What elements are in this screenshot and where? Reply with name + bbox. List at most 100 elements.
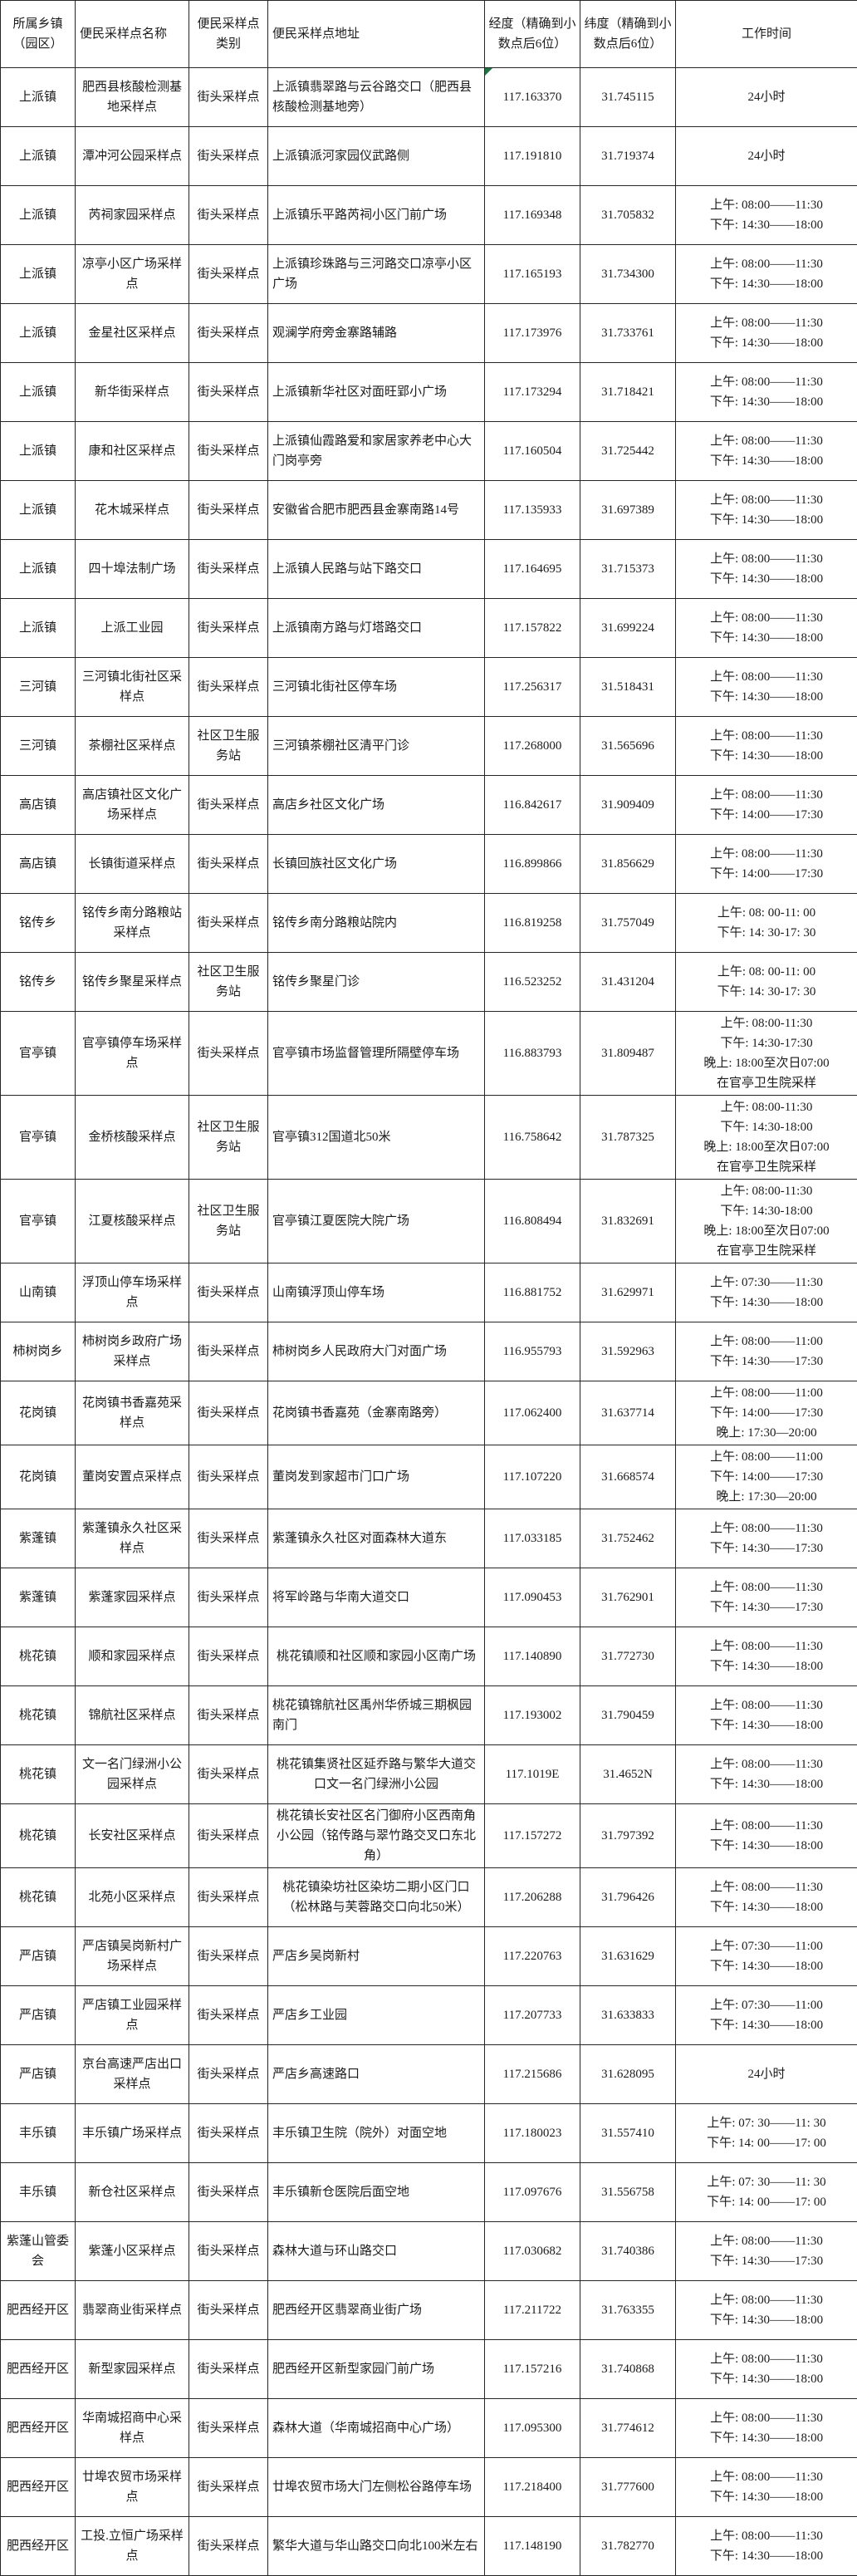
longitude-cell: 117.173976 bbox=[485, 304, 580, 363]
working-hours-line: 下午: 14:30——18:00 bbox=[678, 1715, 855, 1735]
working-hours-line: 24小时 bbox=[678, 87, 855, 107]
category-cell: 街头采样点 bbox=[189, 304, 268, 363]
address-cell: 上派镇仙霞路爱和家居家养老中心大门岗亭旁 bbox=[268, 422, 485, 481]
working-hours-line: 在官亭卫生院采样 bbox=[678, 1241, 855, 1261]
site-name-cell: 浮顶山停车场采样点 bbox=[76, 1263, 189, 1322]
town-cell: 肥西经开区 bbox=[1, 2517, 76, 2576]
working-hours-line: 上午: 08: 00-11: 00 bbox=[678, 903, 855, 923]
town-cell: 上派镇 bbox=[1, 304, 76, 363]
longitude-cell: 117.164695 bbox=[485, 540, 580, 599]
latitude-cell: 31.592963 bbox=[580, 1322, 676, 1381]
working-hours-line: 上午: 08:00——11:30 bbox=[678, 431, 855, 451]
latitude-cell: 31.699224 bbox=[580, 599, 676, 658]
category-cell: 街头采样点 bbox=[189, 835, 268, 894]
working-hours-line: 上午: 08:00——11:30 bbox=[678, 844, 855, 864]
category-cell: 街头采样点 bbox=[189, 363, 268, 422]
town-cell: 官亭镇 bbox=[1, 1180, 76, 1263]
working-hours-line: 上午: 08:00——11:00 bbox=[678, 1383, 855, 1403]
category-cell: 社区卫生服务站 bbox=[189, 1096, 268, 1180]
town-cell: 严店镇 bbox=[1, 1986, 76, 2045]
working-hours-line: 上午: 08:00——11:00 bbox=[678, 1332, 855, 1352]
address-cell: 桃花镇染坊社区染坊二期小区门口（松林路与芙蓉路交口向北50米） bbox=[268, 1868, 485, 1927]
town-cell: 紫蓬山管委会 bbox=[1, 2222, 76, 2281]
longitude-cell: 117.160504 bbox=[485, 422, 580, 481]
site-name-cell: 潭冲河公园采样点 bbox=[76, 127, 189, 186]
longitude-cell: 117.207733 bbox=[485, 1986, 580, 2045]
working-hours-line: 下午: 14:30-17:30 bbox=[678, 1033, 855, 1053]
longitude-cell: 116.955793 bbox=[485, 1322, 580, 1381]
working-hours-line: 上午: 07: 30——11: 30 bbox=[678, 2113, 855, 2133]
working-hours-line: 下午: 14:30——17:30 bbox=[678, 2251, 855, 2271]
working-hours-line: 上午: 08:00——11:30 bbox=[678, 726, 855, 746]
latitude-cell: 31.740386 bbox=[580, 2222, 676, 2281]
category-cell: 街头采样点 bbox=[189, 599, 268, 658]
latitude-cell: 31.809487 bbox=[580, 1012, 676, 1096]
site-name-cell: 金桥核酸采样点 bbox=[76, 1096, 189, 1180]
latitude-cell: 31.633833 bbox=[580, 1986, 676, 2045]
site-name-cell: 金星社区采样点 bbox=[76, 304, 189, 363]
working-hours-line: 上午: 08:00——11:30 bbox=[678, 2526, 855, 2546]
site-name-cell: 丰乐镇广场采样点 bbox=[76, 2104, 189, 2163]
category-cell: 街头采样点 bbox=[189, 127, 268, 186]
latitude-cell: 31.787325 bbox=[580, 1096, 676, 1180]
working-hours-line: 上午: 08:00——11:30 bbox=[678, 608, 855, 628]
working-hours-line: 上午: 07: 30——11: 30 bbox=[678, 2172, 855, 2192]
working-hours-line: 上午: 08:00-11:30 bbox=[678, 1181, 855, 1201]
working-hours-line: 下午: 14:30——17:30 bbox=[678, 1538, 855, 1558]
working-hours-line: 晚上: 18:00至次日07:00 bbox=[678, 1137, 855, 1157]
address-cell: 花岗镇书香嘉苑（金寨南路旁） bbox=[268, 1381, 485, 1445]
working-hours-line: 下午: 14:30——18:00 bbox=[678, 451, 855, 471]
working-hours-line: 下午: 14:30——18:00 bbox=[678, 569, 855, 589]
category-cell: 街头采样点 bbox=[189, 1686, 268, 1745]
category-cell: 街头采样点 bbox=[189, 1745, 268, 1804]
town-cell: 肥西经开区 bbox=[1, 2458, 76, 2517]
address-cell: 铭传乡南分路粮站院内 bbox=[268, 894, 485, 953]
address-cell: 董岗发到家超市门口广场 bbox=[268, 1445, 485, 1509]
town-cell: 上派镇 bbox=[1, 363, 76, 422]
latitude-cell: 31.565696 bbox=[580, 717, 676, 776]
working-hours-line: 上午: 08:00——11:30 bbox=[678, 2290, 855, 2310]
town-cell: 桃花镇 bbox=[1, 1745, 76, 1804]
latitude-cell: 31.631629 bbox=[580, 1927, 676, 1986]
category-cell: 社区卫生服务站 bbox=[189, 717, 268, 776]
site-name-cell: 长安社区采样点 bbox=[76, 1804, 189, 1868]
site-name-cell: 新仓社区采样点 bbox=[76, 2163, 189, 2222]
category-cell: 街头采样点 bbox=[189, 2399, 268, 2458]
site-name-cell: 顺和家园采样点 bbox=[76, 1627, 189, 1686]
category-cell: 街头采样点 bbox=[189, 1322, 268, 1381]
latitude-cell: 31.557410 bbox=[580, 2104, 676, 2163]
address-cell: 严店乡吴岗新村 bbox=[268, 1927, 485, 1986]
town-cell: 铭传乡 bbox=[1, 953, 76, 1012]
latitude-cell: 31.725442 bbox=[580, 422, 676, 481]
working-hours-line: 上午: 08:00——11:00 bbox=[678, 1447, 855, 1467]
working-hours-line: 下午: 14:30——18:00 bbox=[678, 510, 855, 530]
site-name-cell: 华南城招商中心采样点 bbox=[76, 2399, 189, 2458]
address-cell: 上派镇派河家园仪武路侧 bbox=[268, 127, 485, 186]
address-cell: 上派镇珍珠路与三河路交口凉亭小区广场 bbox=[268, 245, 485, 304]
longitude-cell: 116.883793 bbox=[485, 1012, 580, 1096]
working-hours-line: 晚上: 18:00至次日07:00 bbox=[678, 1221, 855, 1241]
table-row: 桃花镇长安社区采样点街头采样点桃花镇长安社区名门御府小区西南角小公园（铭传路与翠… bbox=[1, 1804, 857, 1868]
site-name-cell: 康和社区采样点 bbox=[76, 422, 189, 481]
working-hours-line: 下午: 14:30——18:00 bbox=[678, 333, 855, 353]
latitude-cell: 31.856629 bbox=[580, 835, 676, 894]
latitude-cell: 31.797392 bbox=[580, 1804, 676, 1868]
site-name-cell: 锦航社区采样点 bbox=[76, 1686, 189, 1745]
